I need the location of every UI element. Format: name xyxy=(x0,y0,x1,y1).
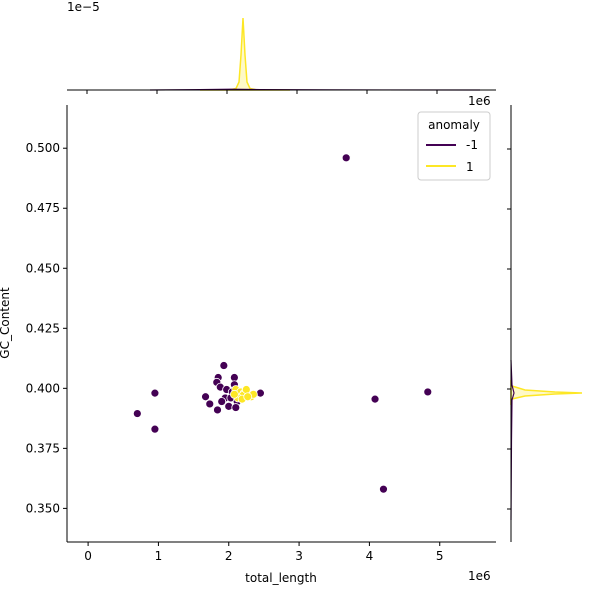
data-point-anomaly-neg1 xyxy=(229,373,239,382)
data-point-anomaly-neg1 xyxy=(231,403,241,412)
y-tick-label: 0.475 xyxy=(26,201,60,215)
legend: anomaly -1 1 xyxy=(417,111,491,181)
data-point-anomaly-neg1 xyxy=(150,388,160,398)
data-point-anomaly-neg1 xyxy=(205,399,215,409)
x-tick-label: 2 xyxy=(225,549,233,563)
data-point-anomaly-neg1 xyxy=(219,361,229,370)
legend-label-neg1: -1 xyxy=(466,138,478,152)
right-marginal-offset-text: 1e6 xyxy=(468,94,491,108)
data-point-anomaly-neg1 xyxy=(423,387,433,397)
data-point-anomaly-neg1 xyxy=(341,153,351,163)
data-point-anomaly-neg1 xyxy=(217,397,227,406)
data-point-anomaly-1 xyxy=(229,389,239,399)
y-ticks: 0.350 0.375 0.400 0.425 0.450 0.475 0.500 xyxy=(26,141,67,515)
x-tick-label: 3 xyxy=(295,549,303,563)
right-marginal-density-1 xyxy=(510,379,583,406)
x-ticks: 0 1 2 3 4 5 xyxy=(84,542,444,563)
y-tick-label: 0.425 xyxy=(26,321,60,335)
data-point-anomaly-1 xyxy=(243,392,253,402)
y-tick-label: 0.350 xyxy=(26,501,60,515)
right-marginal: 1e6 xyxy=(468,94,583,542)
data-point-anomaly-neg1 xyxy=(370,394,380,404)
main-axes: 0 1 2 3 4 5 0.350 0.375 0.400 0.425 0.450 0.475 0.5… xyxy=(0,105,496,585)
x-tick-label: 5 xyxy=(436,549,444,563)
x-tick-label: 0 xyxy=(84,549,92,563)
data-point-anomaly-neg1 xyxy=(379,484,388,494)
data-point-anomaly-neg1 xyxy=(213,405,222,415)
y-tick-label: 0.375 xyxy=(26,441,60,455)
x-axis-offset-text: 1e6 xyxy=(468,569,491,583)
y-tick-label: 0.450 xyxy=(26,261,60,275)
top-marginal-offset-text: 1e−5 xyxy=(67,0,100,14)
legend-title: anomaly xyxy=(428,118,480,132)
top-marginal-density-1 xyxy=(199,17,291,91)
x-tick-label: 4 xyxy=(366,549,374,563)
legend-label-1: 1 xyxy=(466,160,474,174)
y-axis-title: GC_Content xyxy=(0,287,12,359)
data-point-anomaly-neg1 xyxy=(132,409,142,418)
y-tick-label: 0.400 xyxy=(26,381,60,395)
data-point-anomaly-neg1 xyxy=(201,392,210,402)
top-marginal: 1e−5 xyxy=(67,0,496,94)
x-tick-label: 1 xyxy=(155,549,163,563)
scatter-points xyxy=(132,153,433,494)
right-marginal-ticks xyxy=(507,148,511,510)
y-tick-label: 0.500 xyxy=(26,141,60,155)
data-point-anomaly-1 xyxy=(241,385,251,394)
x-axis-title: total_length xyxy=(245,571,317,585)
top-marginal-ticks xyxy=(86,90,438,94)
data-point-anomaly-neg1 xyxy=(150,424,160,434)
